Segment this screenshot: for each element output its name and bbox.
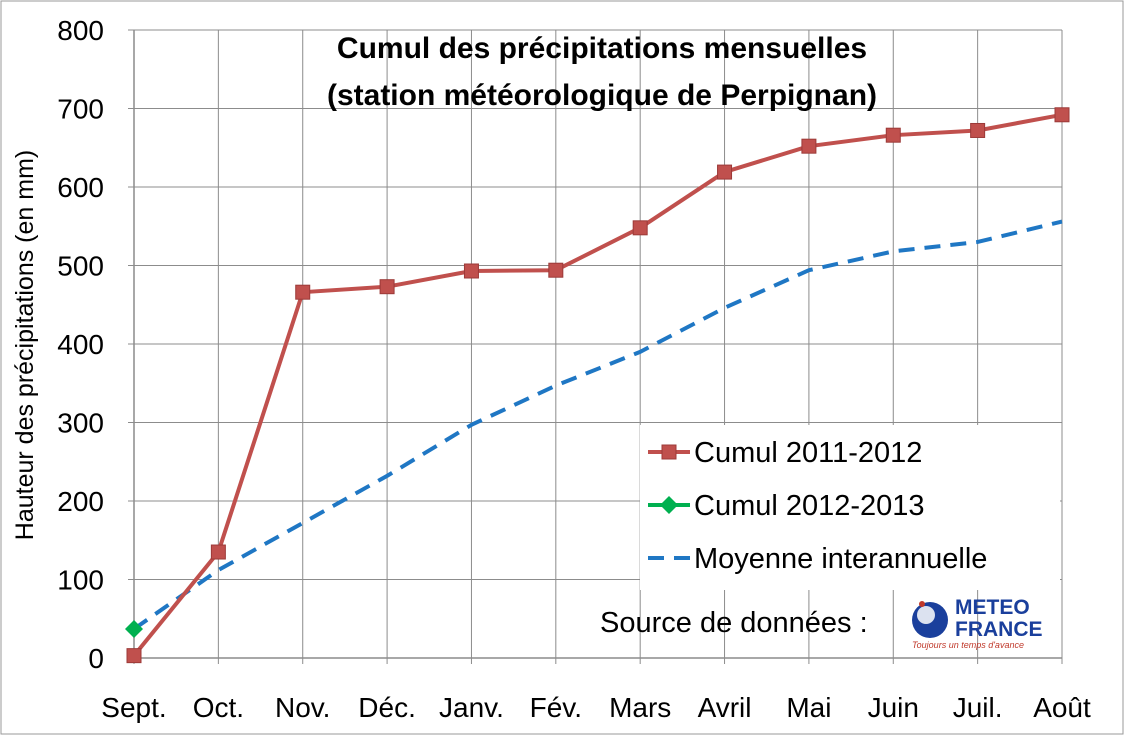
y-tick-label: 300: [57, 408, 104, 439]
data-point-cumul-2011-2012: [970, 122, 986, 138]
x-tick-label: Sept.: [101, 692, 166, 723]
series-line-cumul-2011-2012: [132, 112, 1063, 657]
series-line-moyenne-interannuelle: [132, 219, 1063, 631]
x-tick-label: Mars: [609, 692, 671, 723]
x-tick-label: Mai: [786, 692, 831, 723]
legend-background: [640, 425, 1060, 590]
legend-item-cumul-2012-2013: Cumul 2012-2013: [648, 490, 925, 522]
x-tick-label: Juil.: [953, 692, 1003, 723]
y-tick-label: 100: [57, 565, 104, 596]
x-tick-label: Janv.: [439, 692, 504, 723]
data-point-cumul-2011-2012: [885, 127, 901, 143]
x-tick-label: Août: [1033, 692, 1091, 723]
legend: Cumul 2011-2012 Cumul 2012-2013 Moyenne in…: [640, 425, 1060, 590]
legend-marker: [660, 496, 678, 514]
x-tick-label: Nov.: [275, 692, 331, 723]
data-point-cumul-2011-2012: [1054, 107, 1070, 123]
series-moyenne-interannuelle: [132, 219, 1063, 631]
data-point-cumul-2011-2012: [548, 262, 564, 278]
logo-globe-highlight: [917, 606, 935, 624]
y-tick-label: 700: [57, 94, 104, 125]
logo-tagline: Toujours un temps d'avance: [912, 640, 1024, 650]
data-point-cumul-2011-2012: [717, 164, 733, 180]
data-point-cumul-2012-2013: [125, 619, 143, 638]
x-tick-label: Avril: [698, 692, 752, 723]
chart-title-line1: Cumul des précipitations mensuelles: [337, 32, 867, 65]
x-tick-labels: Sept. Oct. Nov. Déc. Janv. Fév. Mars Avril Mai Ju…: [101, 692, 1091, 723]
logo-line2: FRANCE: [955, 618, 1043, 641]
y-tick-labels: 0 100 200 300 400 500 600 700 800: [57, 15, 104, 674]
legend-marker: [661, 444, 677, 460]
x-tick-label: Juin: [868, 692, 919, 723]
series-lines: [125, 107, 1070, 664]
legend-item-cumul-2011-2012: Cumul 2011-2012: [648, 437, 922, 469]
data-point-cumul-2011-2012: [379, 279, 395, 295]
data-point-cumul-2011-2012: [126, 648, 142, 664]
legend-label: Cumul 2011-2012: [694, 437, 922, 469]
data-point-cumul-2011-2012: [463, 263, 479, 279]
legend-item-moyenne-interannuelle: Moyenne interannuelle: [648, 543, 987, 575]
y-tick-label: 400: [57, 329, 104, 360]
data-point-cumul-2011-2012: [632, 220, 648, 236]
meteo-france-logo: METEO FRANCE Toujours un temps d'avance: [912, 596, 1043, 650]
data-point-cumul-2011-2012: [295, 284, 311, 300]
y-tick-label: 600: [57, 172, 104, 203]
x-tick-label: Oct.: [193, 692, 244, 723]
series-cumul-2012-2013: [125, 619, 143, 638]
series-cumul-2011-2012: [126, 107, 1070, 664]
legend-label: Cumul 2012-2013: [694, 490, 925, 522]
data-point-cumul-2011-2012: [801, 138, 817, 154]
y-tick-label: 0: [88, 643, 104, 674]
logo-dot: [919, 601, 925, 607]
x-tick-label: Déc.: [358, 692, 416, 723]
y-axis-label: Hauteur des précipitations (en mm): [11, 150, 39, 540]
chart-title-line2: (station météorologique de Perpignan): [327, 79, 877, 112]
x-tick-label: Fév.: [530, 692, 582, 723]
axes: [128, 29, 1063, 664]
legend-items: Cumul 2011-2012 Cumul 2012-2013 Moyenne in…: [648, 437, 987, 575]
legend-label: Moyenne interannuelle: [694, 543, 987, 575]
y-tick-label: 800: [57, 15, 104, 46]
source-attribution: Source de données : METEO FRANCE Toujour…: [600, 596, 1043, 650]
logo-line1: METEO: [955, 596, 1030, 619]
y-tick-label: 200: [57, 486, 104, 517]
source-label: Source de données :: [600, 607, 868, 639]
data-point-cumul-2011-2012: [210, 544, 226, 560]
y-tick-label: 500: [57, 251, 104, 282]
